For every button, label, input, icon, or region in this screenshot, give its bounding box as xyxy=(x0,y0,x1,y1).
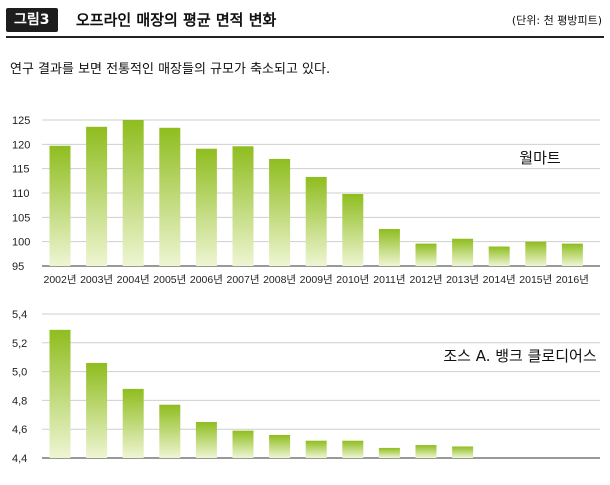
y-tick-label: 4,6 xyxy=(12,424,27,436)
bar xyxy=(305,440,327,458)
chart-series-label: 조스 A. 뱅크 클로디어스 xyxy=(443,347,596,365)
bar xyxy=(86,362,108,458)
bar xyxy=(195,422,217,458)
x-tick-label: 2005년 xyxy=(153,274,186,286)
bar xyxy=(342,193,364,266)
x-tick-label: 2016년 xyxy=(556,274,589,286)
bar xyxy=(415,445,437,458)
bar xyxy=(159,127,181,266)
bar xyxy=(232,430,254,458)
x-tick-label: 2010년 xyxy=(336,274,369,286)
x-tick-label: 2015년 xyxy=(519,274,552,286)
y-tick-label: 115 xyxy=(12,164,30,176)
bar xyxy=(269,434,291,458)
bar xyxy=(49,145,71,266)
x-tick-label: 2006년 xyxy=(190,274,223,286)
y-tick-label: 5,2 xyxy=(12,338,27,350)
x-tick-label: 2012년 xyxy=(409,274,442,286)
y-tick-label: 4,4 xyxy=(12,453,27,465)
x-tick-label: 2011년 xyxy=(373,274,405,286)
bar xyxy=(159,404,181,458)
y-tick-label: 100 xyxy=(12,237,30,249)
bar xyxy=(232,146,254,266)
figure-subtitle: 연구 결과를 보면 전통적인 매장들의 규모가 축소되고 있다. xyxy=(10,62,331,77)
y-tick-label: 5,0 xyxy=(12,367,27,379)
bar xyxy=(195,148,217,266)
bar xyxy=(86,126,108,267)
bar xyxy=(378,229,400,266)
bar xyxy=(561,243,583,266)
y-tick-label: 95 xyxy=(12,261,24,273)
bar xyxy=(488,246,510,266)
unit-note: (단위: 천 평방피트) xyxy=(511,14,602,27)
y-tick-label: 4,8 xyxy=(12,395,27,407)
chart-1: 125 120 115 110 105 100 95 2002년 2003년 2004년 2005년… xyxy=(12,115,600,286)
x-tick-label: 2009년 xyxy=(300,274,333,286)
x-tick-label: 2004년 xyxy=(117,274,150,286)
x-tick-label: 2008년 xyxy=(263,274,296,286)
bar xyxy=(342,440,364,458)
y-tick-label: 110 xyxy=(12,188,30,200)
bar xyxy=(452,446,474,458)
bar xyxy=(305,176,327,266)
x-tick-label: 2007년 xyxy=(226,274,259,286)
figure-header: 그림3 오프라인 매장의 평균 면적 변화 (단위: 천 평방피트) xyxy=(0,6,610,34)
x-tick-label: 2014년 xyxy=(483,274,516,286)
y-tick-label: 5,4 xyxy=(12,309,27,321)
x-tick-label: 2002년 xyxy=(43,274,76,286)
x-tick-label: 2013년 xyxy=(446,274,479,286)
chart-series-label: 월마트 xyxy=(519,149,561,167)
bar xyxy=(122,120,144,266)
header-rule xyxy=(6,36,604,38)
bar xyxy=(525,241,547,266)
chart-2: 5,4 5,2 5,0 4,8 4,6 4,4 조스 A. 뱅크 클로디어스 xyxy=(12,309,600,465)
figure-tag: 그림3 xyxy=(6,8,58,32)
bar xyxy=(122,388,144,458)
figure-title: 오프라인 매장의 평균 면적 변화 xyxy=(76,11,277,29)
bar xyxy=(269,158,291,266)
bar xyxy=(378,447,400,458)
bar xyxy=(49,329,71,458)
bar xyxy=(452,238,474,266)
y-tick-label: 125 xyxy=(12,115,30,127)
bar xyxy=(415,243,437,266)
x-tick-label: 2003년 xyxy=(80,274,113,286)
y-tick-label: 120 xyxy=(12,139,30,151)
y-tick-label: 105 xyxy=(12,212,30,224)
